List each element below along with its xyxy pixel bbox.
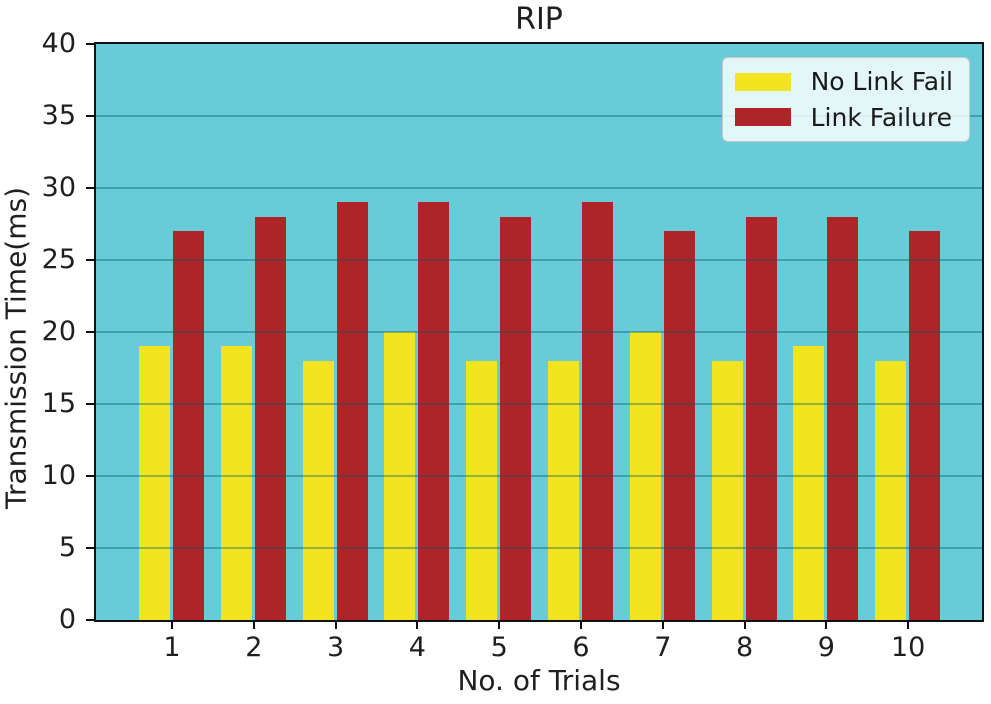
x-tick-label-2: 2 xyxy=(245,632,263,663)
bar-no-link-fail-trial-1 xyxy=(139,346,170,620)
y-tick-mark xyxy=(86,619,96,621)
y-tick-mark xyxy=(86,403,96,405)
x-axis-label: No. of Trials xyxy=(457,664,621,697)
bars-layer xyxy=(96,44,982,620)
x-tick-label-3: 3 xyxy=(327,632,345,663)
bar-link-failure-trial-5 xyxy=(500,216,532,620)
x-tick-label-9: 9 xyxy=(817,632,835,663)
y-tick-mark xyxy=(86,43,96,45)
legend: No Link Fail Link Failure xyxy=(721,57,970,142)
bar-link-failure-trial-8 xyxy=(745,216,777,620)
gridline-25 xyxy=(96,259,982,261)
y-tick-label-15: 15 xyxy=(41,388,76,419)
legend-item-no-link-fail: No Link Fail xyxy=(734,67,953,96)
x-tick-label-4: 4 xyxy=(408,632,426,663)
y-tick-label-30: 30 xyxy=(41,172,76,203)
x-tick-mark xyxy=(416,620,419,629)
bar-no-link-fail-trial-8 xyxy=(711,360,743,620)
bar-link-failure-trial-10 xyxy=(909,231,941,620)
legend-swatch-link-failure xyxy=(734,108,791,127)
bar-link-failure-trial-7 xyxy=(663,231,695,620)
x-tick-mark xyxy=(334,620,337,629)
bar-no-link-fail-trial-3 xyxy=(302,360,334,620)
x-tick-label-1: 1 xyxy=(163,632,181,663)
plot-area: No Link Fail Link Failure xyxy=(94,42,984,622)
x-tick-label-8: 8 xyxy=(736,632,754,663)
y-tick-label-20: 20 xyxy=(41,316,76,347)
bar-no-link-fail-trial-5 xyxy=(466,360,498,620)
y-tick-label-35: 35 xyxy=(41,100,76,131)
y-tick-mark xyxy=(86,115,96,117)
gridline-20 xyxy=(96,331,982,333)
x-tick-mark xyxy=(171,620,173,629)
bar-no-link-fail-trial-6 xyxy=(548,360,579,620)
bar-no-link-fail-trial-4 xyxy=(384,332,416,620)
bar-no-link-fail-trial-7 xyxy=(629,332,661,620)
bar-link-failure-trial-6 xyxy=(582,202,613,620)
legend-item-link-failure: Link Failure xyxy=(734,102,953,132)
x-tick-mark xyxy=(743,620,746,629)
bar-no-link-fail-trial-2 xyxy=(220,346,252,620)
x-tick-mark xyxy=(252,620,255,629)
x-tick-mark xyxy=(498,620,501,629)
y-tick-mark xyxy=(86,547,96,549)
gridline-15 xyxy=(96,403,982,405)
y-tick-label-40: 40 xyxy=(41,28,76,59)
x-tick-mark xyxy=(825,620,828,629)
bar-link-failure-trial-1 xyxy=(173,231,204,620)
gridline-5 xyxy=(96,547,982,549)
chart-title: RIP xyxy=(515,2,563,37)
legend-label: Link Failure xyxy=(810,102,953,132)
bar-link-failure-trial-3 xyxy=(336,202,368,620)
x-tick-mark xyxy=(580,620,582,629)
bar-link-failure-trial-4 xyxy=(418,202,450,620)
x-tick-mark xyxy=(907,620,910,629)
x-tick-mark xyxy=(661,620,664,629)
y-tick-mark xyxy=(86,259,96,261)
y-tick-label-25: 25 xyxy=(41,244,76,275)
x-tick-label-7: 7 xyxy=(654,632,672,663)
y-axis-label: Transmission Time(ms) xyxy=(0,186,33,510)
y-tick-label-0: 0 xyxy=(58,604,76,635)
bar-link-failure-trial-2 xyxy=(254,216,286,620)
legend-label: No Link Fail xyxy=(810,67,953,96)
y-tick-mark xyxy=(86,187,96,189)
bar-link-failure-trial-9 xyxy=(827,216,859,620)
x-tick-label-10: 10 xyxy=(891,632,926,663)
y-tick-mark xyxy=(86,475,96,477)
bar-no-link-fail-trial-10 xyxy=(875,360,907,620)
grid-layer xyxy=(96,44,982,620)
gridline-35 xyxy=(96,115,982,117)
x-tick-label-5: 5 xyxy=(490,632,508,663)
bar-no-link-fail-trial-9 xyxy=(793,346,825,620)
y-tick-label-5: 5 xyxy=(58,532,76,563)
gridline-30 xyxy=(96,187,982,189)
legend-swatch-no-link-fail xyxy=(734,72,791,91)
gridline-10 xyxy=(96,475,982,477)
x-tick-label-6: 6 xyxy=(572,632,590,663)
y-tick-mark xyxy=(86,331,96,333)
y-tick-label-10: 10 xyxy=(41,460,76,491)
